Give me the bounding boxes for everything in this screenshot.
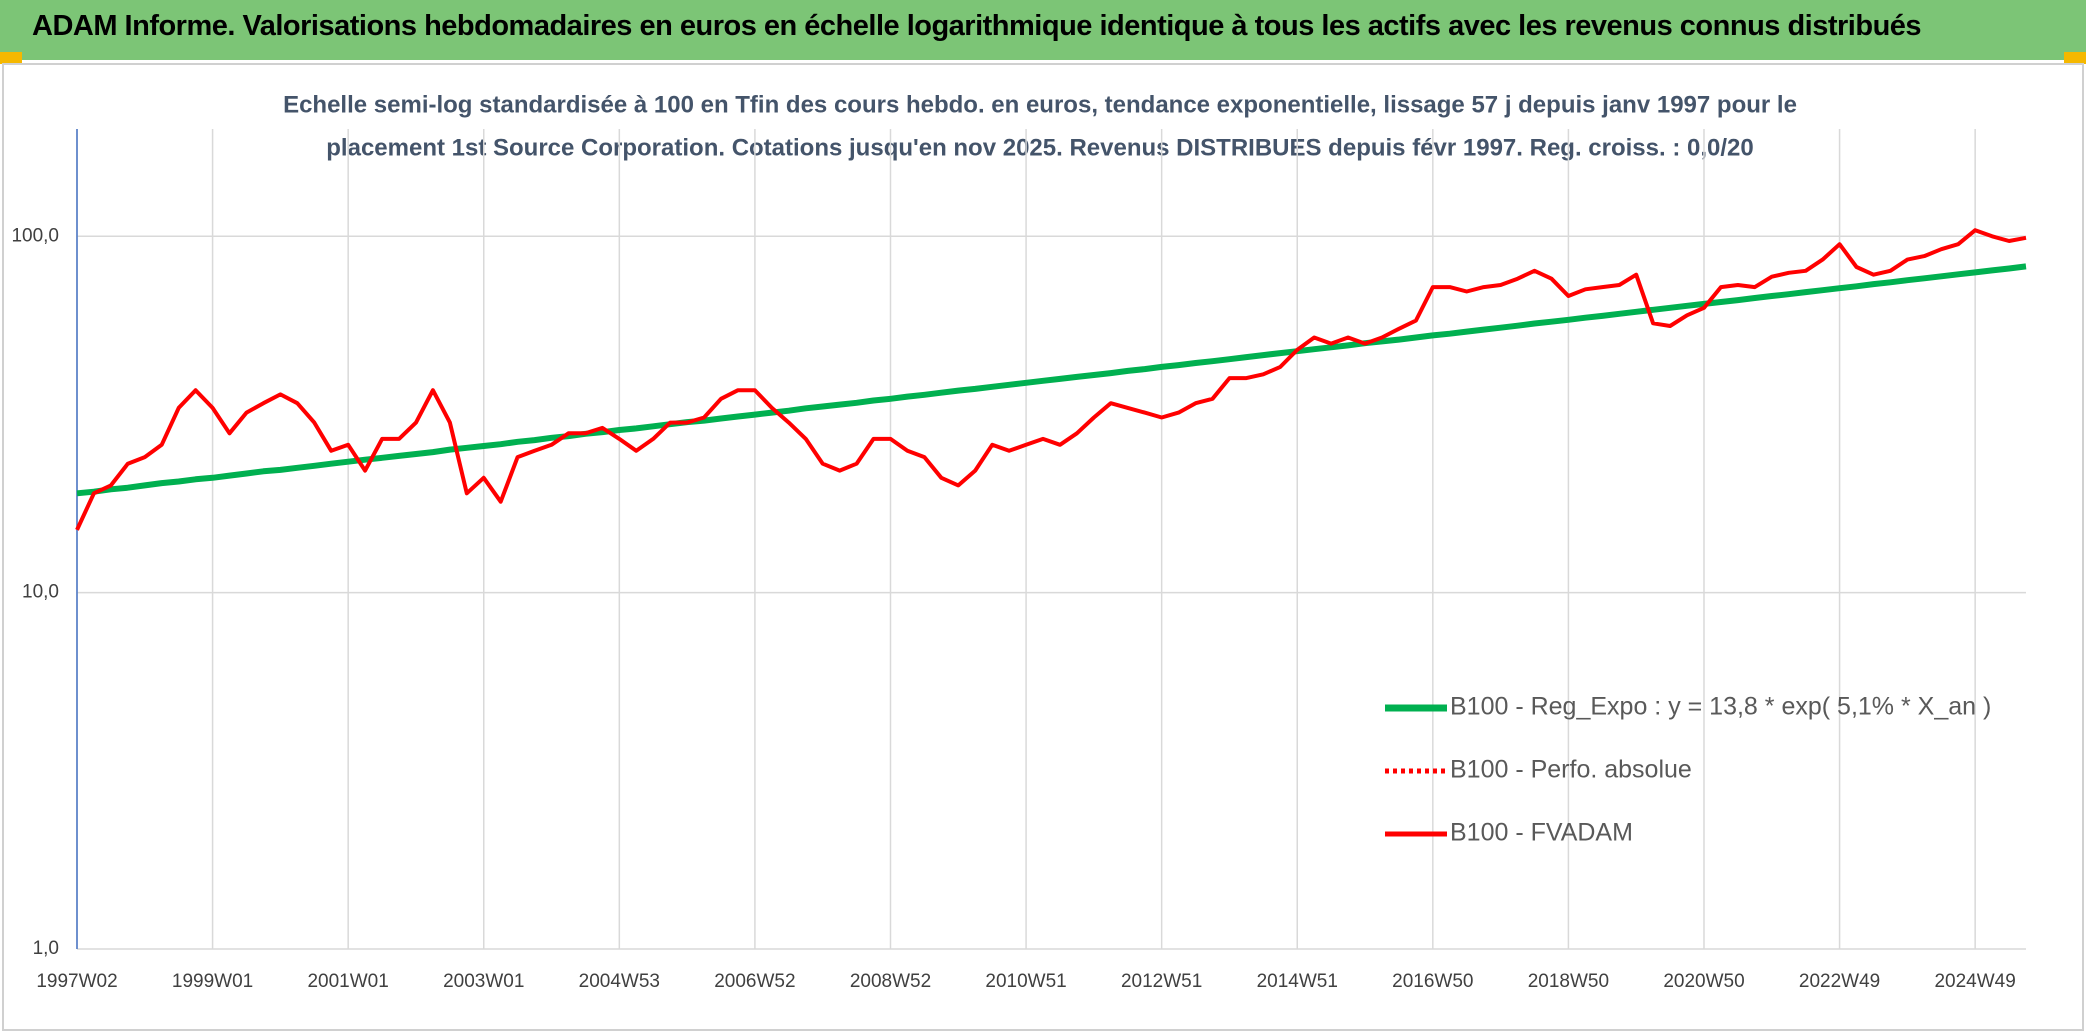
x-tick-label: 2016W50 bbox=[1392, 971, 1473, 992]
x-tick-label: 2008W52 bbox=[850, 971, 931, 992]
header-title: ADAM Informe. Valorisations hebdomadaire… bbox=[32, 10, 1922, 42]
x-tick-label: 2012W51 bbox=[1121, 971, 1202, 992]
legend-label: B100 - Reg_Expo : y = 13,8 * exp( 5,1% *… bbox=[1450, 693, 1991, 721]
corner bbox=[2064, 52, 2086, 64]
x-tick-label: 2020W50 bbox=[1663, 971, 1744, 992]
chart-subtitle: placement 1st Source Corporation. Cotati… bbox=[326, 134, 1753, 161]
x-tick-label: 1997W02 bbox=[36, 971, 117, 992]
y-tick-label: 1,0 bbox=[33, 938, 59, 959]
x-tick-label: 2003W01 bbox=[443, 971, 524, 992]
chart-subtitle: Echelle semi-log standardisée à 100 en T… bbox=[283, 91, 1797, 118]
series-line bbox=[75, 228, 2027, 531]
legend-label: B100 - FVADAM bbox=[1450, 819, 1633, 847]
y-tick-label: 100,0 bbox=[11, 225, 59, 246]
legend-label: B100 - Perfo. absolue bbox=[1450, 756, 1692, 784]
x-tick-label: 2024W49 bbox=[1934, 971, 2015, 992]
x-tick-label: 2022W49 bbox=[1799, 971, 1880, 992]
x-tick-label: 2018W50 bbox=[1528, 971, 1609, 992]
x-tick-label: 2006W52 bbox=[714, 971, 795, 992]
series-line bbox=[76, 263, 2027, 497]
header-bar: ADAM Informe. Valorisations hebdomadaire… bbox=[0, 0, 2086, 60]
x-tick-label: 2010W51 bbox=[985, 971, 1066, 992]
y-tick-label: 10,0 bbox=[22, 582, 59, 603]
x-tick-label: 2001W01 bbox=[307, 971, 388, 992]
corner bbox=[0, 52, 22, 64]
chart-frame bbox=[2, 63, 2084, 1031]
x-tick-label: 2014W51 bbox=[1257, 971, 1338, 992]
x-tick-label: 2004W53 bbox=[579, 971, 660, 992]
x-tick-label: 1999W01 bbox=[172, 971, 253, 992]
